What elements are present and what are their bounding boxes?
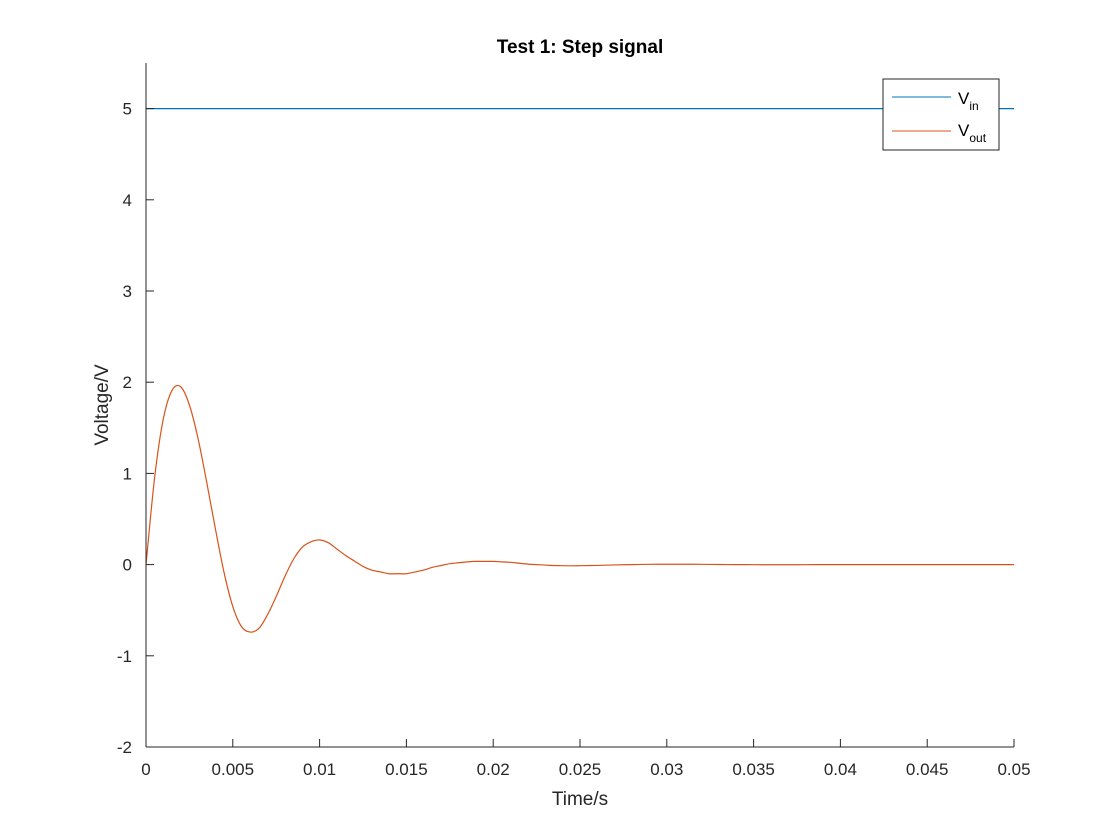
x-tick-label: 0.025 — [559, 760, 602, 779]
series-layer — [145, 108, 1014, 633]
x-tick-label: 0 — [141, 760, 150, 779]
legend-label-vin: Vin — [958, 89, 979, 113]
x-ticks: 0 0.005 0.01 0.015 0.02 0.025 0.03 0.035 0.04 0.0… — [141, 739, 1031, 779]
y-ticks: -2 -1 0 1 2 3 4 5 — [117, 100, 154, 757]
legend-label-vout: Vout — [958, 121, 987, 145]
y-tick-label: 5 — [123, 100, 132, 119]
x-tick-label: 0.05 — [997, 760, 1030, 779]
y-tick-label: 0 — [123, 556, 132, 575]
y-tick-label: 1 — [123, 464, 132, 483]
x-axis-title: Time/s — [552, 789, 608, 810]
legend-label-vout-main: V — [958, 121, 970, 140]
y-tick-label: 3 — [123, 282, 132, 301]
legend-box — [882, 78, 1000, 151]
axes-background — [146, 63, 1014, 747]
legend-label-vin-main: V — [958, 89, 970, 108]
legend-label-vin-subscript: in — [969, 99, 978, 113]
y-tick-label: -2 — [117, 738, 132, 757]
legend: Vin Vout — [882, 78, 1000, 151]
x-tick-label: 0.03 — [650, 760, 683, 779]
x-tick-label: 0.04 — [824, 760, 857, 779]
x-tick-label: 0.045 — [906, 760, 949, 779]
x-tick-label: 0.01 — [303, 760, 336, 779]
plot-area — [146, 63, 1014, 747]
y-axis-title: Voltage/V — [92, 364, 113, 446]
series-line-v-out — [145, 384, 1014, 633]
x-tick-label: 0.015 — [385, 760, 428, 779]
legend-label-vout-subscript: out — [969, 131, 986, 145]
y-tick-label: 4 — [123, 191, 132, 210]
y-tick-label: -1 — [117, 647, 132, 666]
y-tick-label: 2 — [123, 373, 132, 392]
x-tick-label: 0.02 — [477, 760, 510, 779]
x-tick-label: 0.035 — [732, 760, 775, 779]
chart-title: Test 1: Step signal — [497, 37, 663, 58]
x-tick-label: 0.005 — [212, 760, 255, 779]
